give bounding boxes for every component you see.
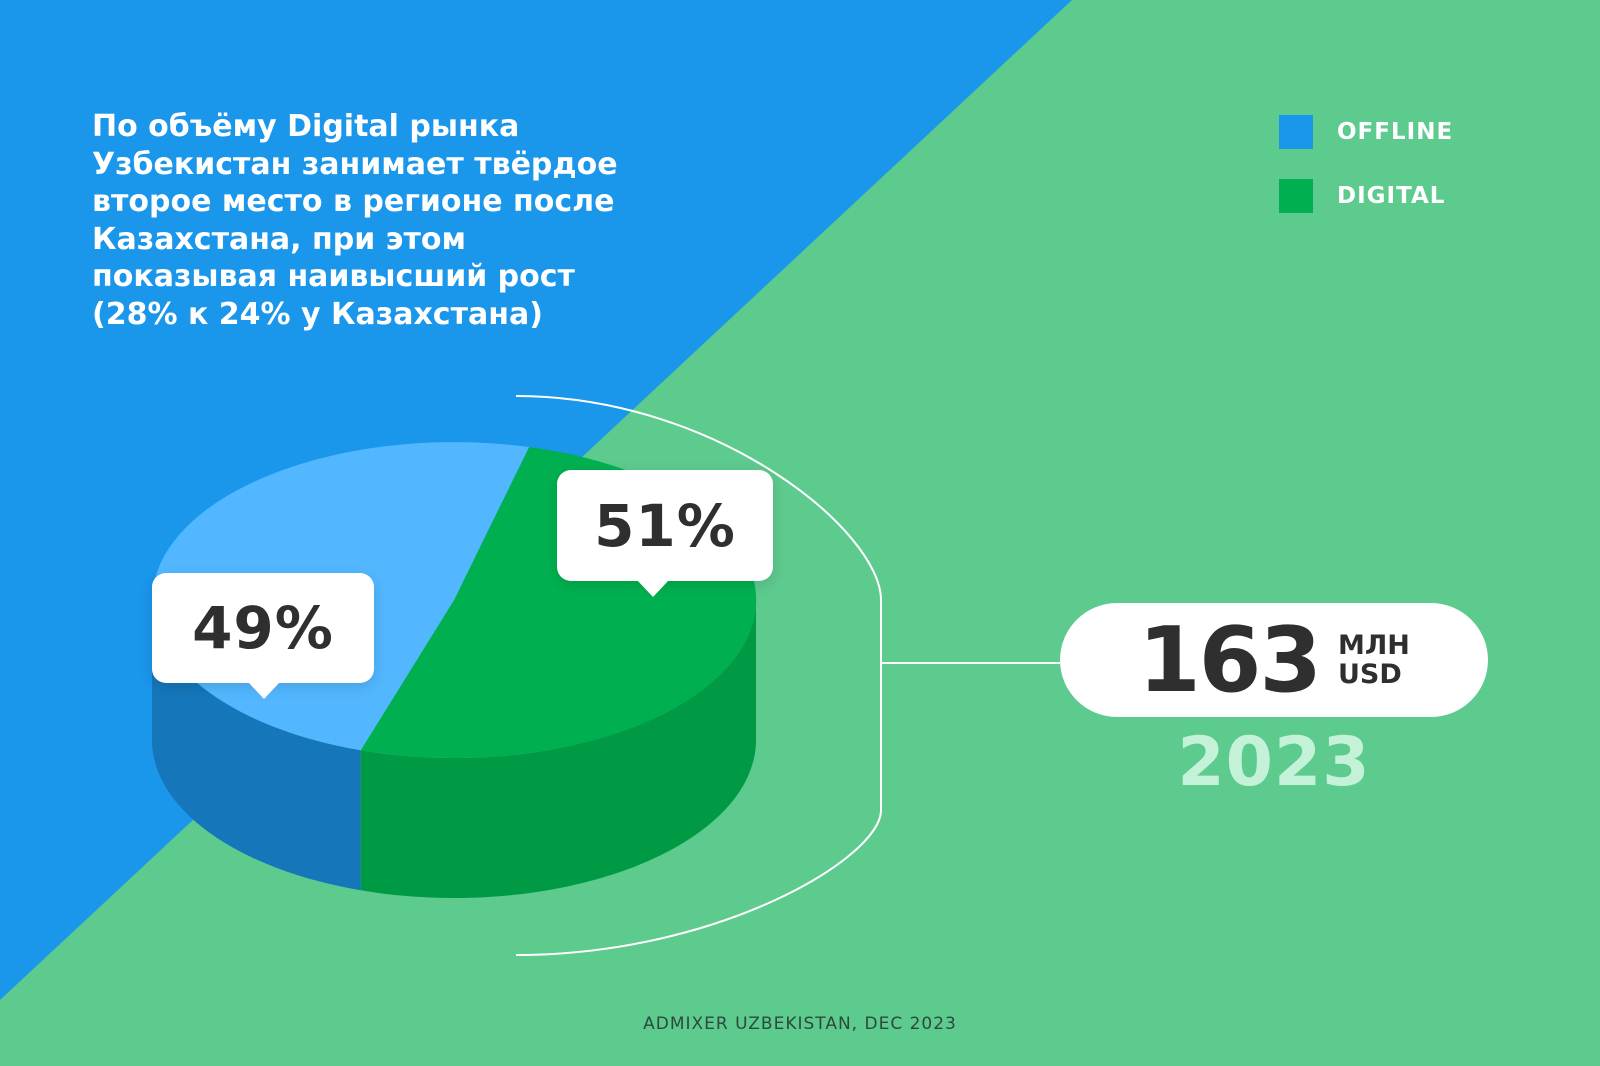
source-note: ADMIXER UZBEKISTAN, DEC 2023 <box>643 1014 957 1034</box>
bracket-line <box>515 395 882 956</box>
legend-label-digital: DIGITAL <box>1337 183 1446 209</box>
legend-swatch-offline <box>1279 115 1313 149</box>
headline-text: По объёму Digital рынка Узбекистан заним… <box>92 109 618 332</box>
digital-percent-label: 51% <box>594 491 736 560</box>
legend-item-offline: OFFLINE <box>1279 115 1453 149</box>
total-value: 163 <box>1138 607 1322 713</box>
total-value-pill: 163 МЛН USD <box>1060 603 1488 717</box>
legend-item-digital: DIGITAL <box>1279 179 1453 213</box>
legend: OFFLINE DIGITAL <box>1279 115 1453 243</box>
pie-side-offline <box>152 600 361 891</box>
offline-percent-bubble: 49% <box>152 573 374 699</box>
total-unit-line-1: МЛН <box>1337 630 1410 661</box>
total-unit: МЛН USD <box>1338 631 1410 689</box>
total-year: 2023 <box>1177 723 1371 802</box>
legend-swatch-digital <box>1279 179 1313 213</box>
offline-percent-label: 49% <box>192 594 334 662</box>
legend-label-offline: OFFLINE <box>1337 119 1454 145</box>
pie-side-digital <box>360 600 756 899</box>
digital-percent-bubble: 51% <box>557 470 773 597</box>
total-unit-line-2: USD <box>1337 659 1402 690</box>
